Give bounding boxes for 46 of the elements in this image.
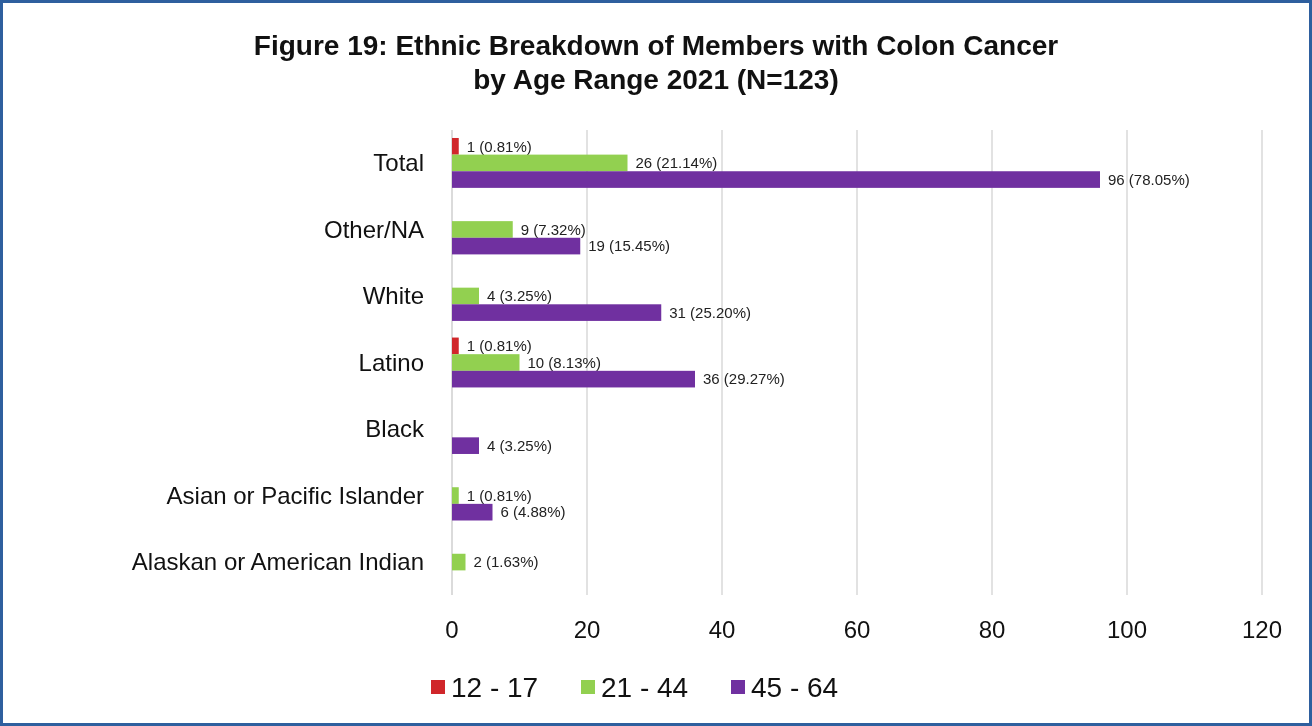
bar	[452, 354, 520, 371]
y-tick-label: White	[362, 282, 424, 310]
x-tick-label: 80	[978, 616, 1006, 643]
data-label: 31 (25.20%)	[669, 303, 751, 321]
y-tick-label: Latino	[358, 348, 424, 376]
data-label: 9 (7.32%)	[520, 220, 586, 238]
bar	[452, 337, 459, 355]
x-tick-label: 40	[708, 616, 736, 643]
data-label: 19 (15.45%)	[588, 237, 670, 255]
y-tick-label: Black	[365, 415, 425, 443]
data-label: 36 (29.27%)	[703, 370, 785, 388]
bar	[452, 503, 493, 521]
data-label: 10 (8.13%)	[527, 353, 601, 371]
x-tick-label: 20	[573, 616, 601, 643]
data-label: 2 (1.63%)	[473, 553, 539, 571]
data-label: 4 (3.25%)	[487, 436, 553, 454]
y-tick-label: Other/NA	[323, 215, 424, 243]
data-label: 6 (4.88%)	[500, 503, 566, 521]
y-tick-label: Alaskan or American Indian	[131, 548, 424, 576]
legend-label: 21 - 44	[601, 671, 689, 703]
bar	[452, 553, 466, 571]
legend-label: 12 - 17	[451, 671, 539, 703]
bar	[452, 437, 479, 454]
bar	[452, 287, 479, 305]
chart-title: Figure 19: Ethnic Breakdown of Members with Colon Cancer by Age Range 2021 (N=123)	[253, 30, 1059, 95]
x-tick-label: 60	[843, 616, 871, 643]
y-tick-label: Asian or Pacific Islander	[166, 481, 424, 509]
data-label: 1 (0.81%)	[466, 486, 532, 504]
x-tick-label: 100	[1106, 616, 1148, 643]
bar	[452, 137, 459, 155]
data-label: 96 (78.05%)	[1108, 170, 1190, 188]
data-label: 1 (0.81%)	[466, 137, 532, 155]
bar	[452, 221, 513, 238]
bar	[452, 237, 581, 255]
bar	[452, 171, 1100, 188]
y-tick-label: Total	[373, 149, 424, 177]
bar	[452, 370, 695, 388]
bar	[452, 304, 662, 321]
x-tick-label: 0	[445, 616, 459, 643]
data-label: 1 (0.81%)	[466, 337, 532, 355]
data-label: 4 (3.25%)	[487, 287, 553, 305]
x-tick-label: 120	[1241, 616, 1283, 643]
bar	[452, 487, 459, 504]
legend-label: 45 - 64	[751, 671, 839, 703]
bar	[452, 154, 628, 172]
data-label: 26 (21.14%)	[635, 154, 718, 172]
